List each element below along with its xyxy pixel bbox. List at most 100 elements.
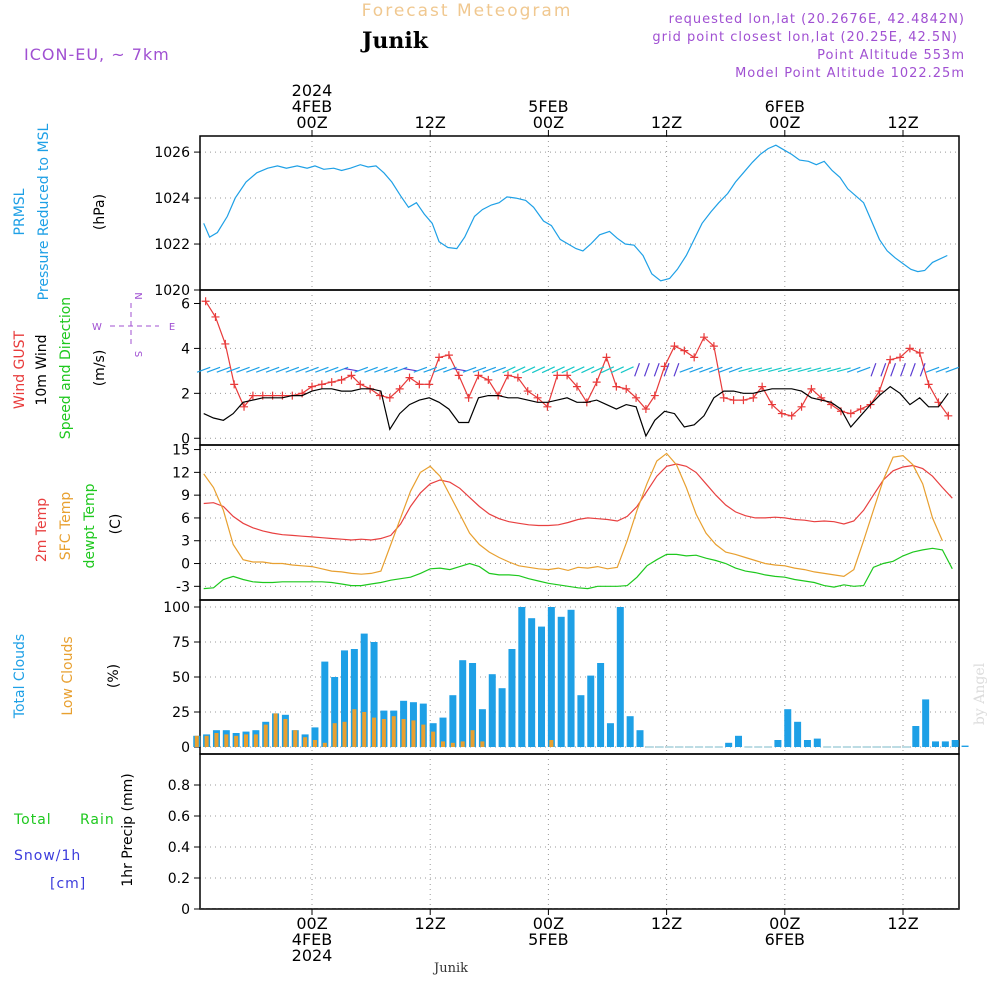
y-tick-label: 1022 [154,237,190,253]
gust-marker [563,371,572,380]
wind-arrow [673,362,680,377]
total-cloud-bar [350,649,358,747]
total-cloud-bar [538,626,546,747]
low-cloud-bar [460,741,465,747]
total-cloud-bar [941,741,949,747]
top-time-label: 12Z [887,113,918,132]
wind-arrow [689,366,703,373]
series-line-2m-temp [203,463,953,541]
wind-arrow [482,366,497,373]
bottom-time-label: 00Z [296,914,327,933]
total-cloud-bar [922,699,930,747]
gust-marker [553,371,562,380]
low-cloud-bar [224,734,229,747]
y-tick-label: 12 [172,465,190,481]
wind-arrow [738,367,753,373]
pressure-label-prmsl: PRMSL [12,188,28,235]
bottom-time-label: 4FEB [292,930,332,949]
gust-marker [317,380,326,389]
total-cloud-bar [951,740,959,747]
gust-marker [435,353,444,362]
y-tick-label: 25 [172,705,190,721]
wind-arrow [255,366,270,373]
wind-arrow [807,367,822,373]
y-tick-label: 0 [181,557,190,573]
wind-arrow [679,366,694,373]
y-tick-label: 50 [172,670,190,686]
gust-marker [944,411,953,420]
bottom-time-label: 2024 [292,946,333,965]
gust-marker [592,378,601,387]
wind-arrow [531,366,546,374]
total-cloud-bar [478,709,486,747]
wind-arrow [265,366,280,373]
bottom-time-label: 00Z [769,914,800,933]
wind-arrow [315,366,329,373]
low-cloud-bar [431,731,436,747]
total-clouds-label: Total Clouds [12,634,28,719]
gust-marker [729,396,738,405]
wind-arrow [551,366,565,374]
top-time-label: 5FEB [528,97,568,116]
low-cloud-bar [352,709,357,747]
low-cloud-bar [470,730,475,747]
wind-arrow [275,366,290,373]
wind-arrow [305,366,319,373]
panel-frame [199,289,960,446]
low-cloud-bar [204,735,209,747]
gust-marker [464,393,473,402]
gust-marker [632,393,641,402]
total-cloud-bar [803,740,811,747]
series-line-prmsl [203,144,948,282]
total-cloud-bar [508,649,516,747]
snow-label: Snow/1h [14,848,81,864]
precip-total-label: Total [13,812,52,828]
low-cloud-bar [549,740,554,747]
gust-marker [474,371,483,380]
precip-unit: 1hr Precip (mm) [120,773,136,886]
total-cloud-bar [735,735,743,747]
panel-clouds: 0 25 50 75 100 [163,599,969,756]
watermark: by Angel [972,662,988,725]
gust-marker [230,380,239,389]
point-altitude: Point Altitude 553m [817,48,965,63]
y-tick-label: 6 [181,296,190,312]
total-cloud-bar [439,717,447,747]
wind-arrow [541,366,555,374]
total-cloud-bar [528,618,536,747]
clouds-unit: (%) [106,664,122,688]
total-cloud-bar [341,650,349,747]
gust-marker [523,387,532,396]
low-cloud-bar [342,721,347,747]
gust-marker [327,378,336,387]
panel-pressure: 1020 1022 1024 1026 [154,135,960,299]
y-tick-label: 0.8 [168,778,190,794]
wind-arrow [295,366,309,373]
wind-arrow [718,366,733,373]
total-cloud-bar [370,642,378,747]
gust-marker [385,393,394,402]
gust-marker [602,353,611,362]
total-cloud-bar [547,607,555,747]
gust-marker [886,355,895,364]
low-cloud-bar [381,719,386,747]
wind-arrow [748,367,763,373]
compass-south: S [132,351,143,357]
low-cloud-bar [253,734,258,747]
total-cloud-bar [469,663,477,747]
wind-arrow [324,366,339,373]
series-line-wind-gust [205,300,949,417]
gust-marker [425,380,434,389]
model-altitude: Model Point Altitude 1022.25m [735,66,965,81]
total-cloud-bar [813,738,821,747]
gust-marker [240,402,249,411]
total-cloud-bar [774,740,782,747]
top-time-label: 00Z [296,113,327,132]
wind-arrow [403,367,418,372]
speed-dir-label: Speed and Direction [58,297,74,439]
gust-marker [395,384,404,393]
gust-marker [221,339,230,348]
gust-marker [454,371,463,380]
total-cloud-bar [449,695,457,747]
